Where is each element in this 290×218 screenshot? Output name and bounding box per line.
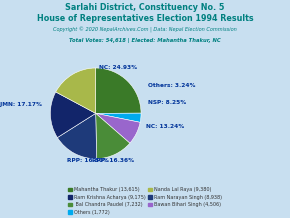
Text: NC: 13.24%: NC: 13.24% <box>146 124 185 129</box>
Wedge shape <box>96 68 141 113</box>
Text: NC: 24.93%: NC: 24.93% <box>99 65 137 70</box>
Wedge shape <box>96 113 140 143</box>
Text: SJMN: 17.17%: SJMN: 17.17% <box>0 102 42 107</box>
Text: House of Representatives Election 1994 Results: House of Representatives Election 1994 R… <box>37 14 253 23</box>
Wedge shape <box>57 113 97 159</box>
Text: NSP: 8.25%: NSP: 8.25% <box>148 100 186 104</box>
Text: Sarlahi District, Constituency No. 5: Sarlahi District, Constituency No. 5 <box>65 3 225 12</box>
Text: RPP: 16.36%: RPP: 16.36% <box>92 158 134 164</box>
Wedge shape <box>50 92 96 138</box>
Text: Total Votes: 54,618 | Elected: Mahantha Thakur, NC: Total Votes: 54,618 | Elected: Mahantha … <box>69 38 221 43</box>
Text: Copyright © 2020 NepalArchives.Com | Data: Nepal Election Commission: Copyright © 2020 NepalArchives.Com | Dat… <box>53 27 237 33</box>
Text: RPP: 16.80%: RPP: 16.80% <box>66 158 108 164</box>
Wedge shape <box>96 113 130 159</box>
Wedge shape <box>96 113 141 122</box>
Text: Others: 3.24%: Others: 3.24% <box>148 83 195 88</box>
Legend: Mahantha Thakur (13,615), Ram Krishna Acharya (9,175),  Bal Chandra Paudel (7,23: Mahantha Thakur (13,615), Ram Krishna Ac… <box>67 186 223 216</box>
Wedge shape <box>56 68 96 113</box>
